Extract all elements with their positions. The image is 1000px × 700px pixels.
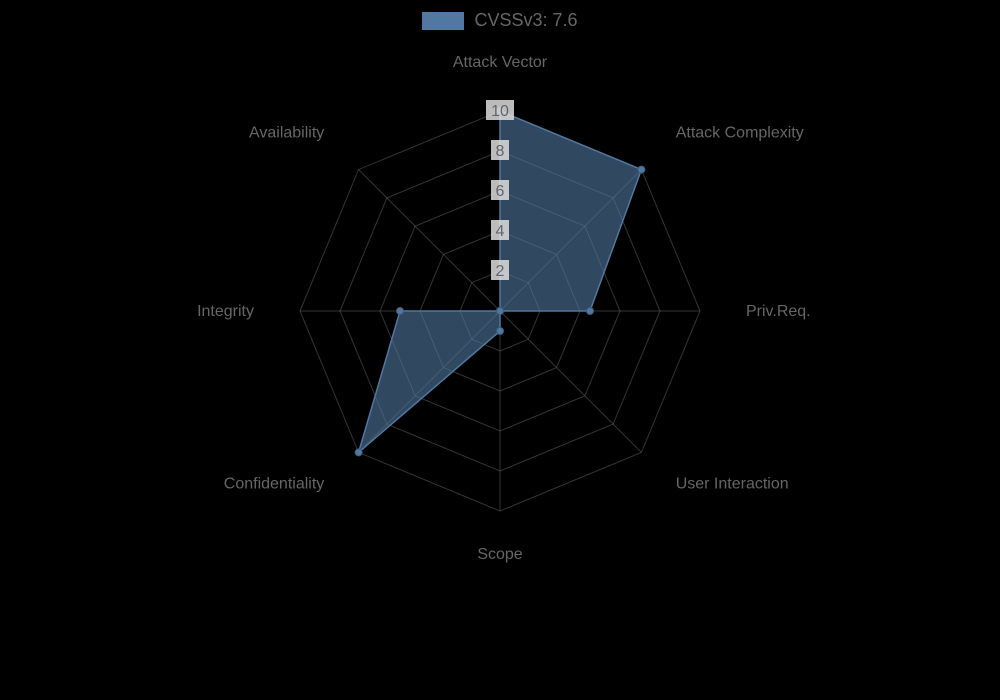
radial-tick-label: 2 [496,263,505,280]
chart-legend: CVSSv3: 7.6 [0,0,1000,31]
axis-label: Attack Complexity [676,124,804,141]
radial-tick-label: 4 [496,223,505,240]
radial-tick-label: 6 [496,183,505,200]
axis-label: User Interaction [676,476,789,493]
legend-swatch [422,12,464,30]
axis-label: Attack Vector [453,54,548,71]
axis-label: Priv.Req. [746,303,811,320]
radial-tick-label: 10 [491,103,509,120]
axis-label: Integrity [197,303,254,320]
legend-label: CVSSv3: 7.6 [474,10,577,31]
radar-chart: 2 4 6 8 10 Attack Vector Attack Complexity Priv… [0,31,1000,691]
axis-label: Scope [477,546,522,563]
axis-label: Confidentiality [224,476,325,493]
radial-tick-label: 8 [496,143,505,160]
axis-label: Availability [249,124,324,141]
